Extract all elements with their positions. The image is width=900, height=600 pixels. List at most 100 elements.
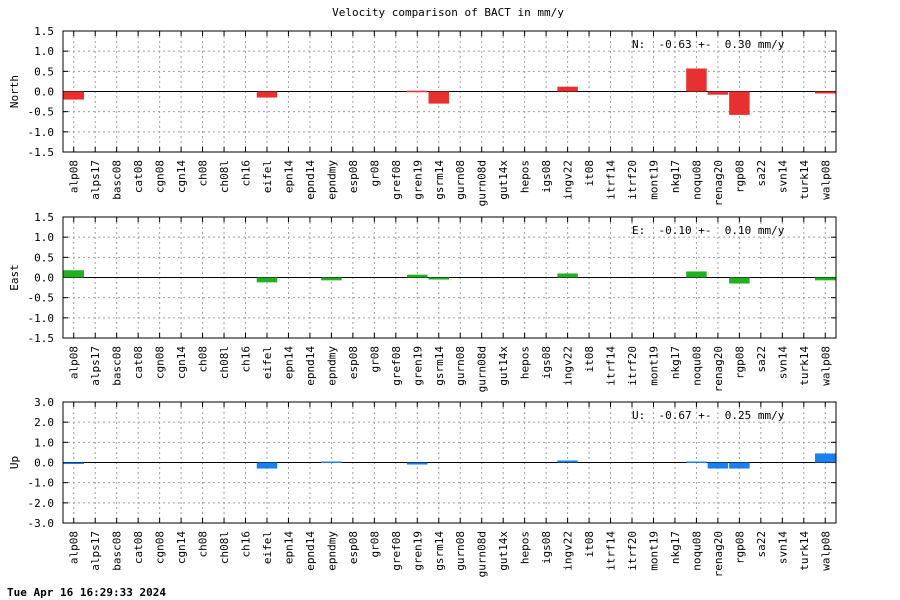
- up-category-label: mont19: [647, 531, 660, 571]
- north-category-label: ch16: [240, 160, 253, 187]
- up-category-label: sa22: [755, 531, 768, 558]
- north-ylabel: North: [8, 75, 21, 108]
- east-bar-gsrm14: [428, 277, 449, 280]
- east-category-label: epnd14: [304, 346, 317, 386]
- east-ytick-label: -1.0: [28, 312, 55, 325]
- east-category-label: basc08: [111, 346, 124, 386]
- up-ytick-label: 1.0: [34, 436, 54, 449]
- east-category-label: turk14: [798, 346, 811, 386]
- north-bar-walp08: [815, 91, 836, 94]
- east-ytick-label: 0.5: [34, 251, 54, 264]
- east-category-label: gut14x: [497, 346, 510, 386]
- north-plot-frame: [62, 30, 837, 153]
- up-category-label: ch08l: [218, 531, 231, 564]
- east-bar-gren19: [407, 274, 428, 278]
- up-ytick-label: -1.0: [28, 477, 55, 490]
- up-category-label: gut14x: [497, 531, 510, 571]
- up-category-label: gurn08: [454, 531, 467, 571]
- east-ytick-label: 1.0: [34, 231, 54, 244]
- up-category-label: it08: [583, 531, 596, 558]
- east-category-label: cgn08: [154, 346, 167, 379]
- up-category-label: igs08: [540, 531, 553, 564]
- east-category-label: itrf14: [605, 346, 618, 386]
- up-ylabel: Up: [8, 456, 21, 469]
- east-category-label: esp08: [347, 346, 360, 379]
- east-category-label: gurn08d: [476, 346, 489, 392]
- east-category-label: nkg17: [669, 346, 682, 379]
- north-category-label: cgn14: [175, 160, 188, 193]
- north-category-label: gref08: [390, 160, 403, 200]
- east-ytick-label: -0.5: [28, 292, 55, 305]
- east-category-label: cgn14: [175, 346, 188, 379]
- up-category-label: epndmy: [325, 531, 338, 571]
- east-category-label: alp08: [68, 346, 81, 379]
- up-category-label: gurn08d: [476, 531, 489, 577]
- north-category-label: mont19: [647, 160, 660, 200]
- north-category-label: ingv22: [562, 160, 575, 200]
- north-ytick-label: 1.5: [34, 25, 54, 38]
- north-bar-gsrm14: [428, 91, 449, 104]
- north-category-label: ch08: [197, 160, 210, 187]
- east-category-label: eifel: [261, 346, 274, 379]
- up-category-label: alp08: [68, 531, 81, 564]
- east-category-label: gr08: [368, 346, 381, 373]
- north-category-label: gr08: [368, 160, 381, 187]
- north-ytick-label: 0.5: [34, 65, 54, 78]
- up-category-label: renag20: [712, 531, 725, 577]
- north-category-label: itrf20: [626, 160, 639, 200]
- east-category-label: ch08: [197, 346, 210, 373]
- north-category-label: igs08: [540, 160, 553, 193]
- up-category-label: ch16: [240, 531, 253, 558]
- up-category-label: gref08: [390, 531, 403, 571]
- east-category-label: renag20: [712, 346, 725, 392]
- north-ytick-label: 0.0: [34, 86, 54, 99]
- north-category-label: gsrm14: [433, 160, 446, 200]
- east-bar-epndmy: [321, 277, 342, 281]
- east-category-label: gren19: [411, 346, 424, 386]
- north-category-label: eifel: [261, 160, 274, 193]
- up-category-label: gren19: [411, 531, 424, 571]
- north-ytick-label: -1.5: [28, 146, 55, 159]
- up-ytick-label: 0.0: [34, 457, 54, 470]
- east-category-label: epndmy: [325, 346, 338, 386]
- north-category-label: cat08: [132, 160, 145, 193]
- up-bar-rgp08: [729, 462, 750, 469]
- up-ytick-label: 2.0: [34, 416, 54, 429]
- north-ytick-label: -1.0: [28, 126, 55, 139]
- north-category-label: cgn08: [154, 160, 167, 193]
- up-annotation: U: -0.67 +- 0.25 mm/y: [632, 409, 785, 422]
- north-category-label: alps17: [89, 160, 102, 200]
- chart-title: Velocity comparison of BACT in mm/y: [332, 6, 564, 19]
- east-ytick-label: 1.5: [34, 211, 54, 224]
- east-category-label: ingv22: [562, 346, 575, 386]
- up-category-label: epnd14: [304, 531, 317, 571]
- up-category-label: itrf20: [626, 531, 639, 571]
- up-bar-gren19: [407, 462, 428, 465]
- east-ytick-label: -1.5: [28, 332, 55, 345]
- north-category-label: gurn08d: [476, 160, 489, 206]
- up-category-label: alps17: [89, 531, 102, 571]
- up-ytick-label: -2.0: [28, 497, 55, 510]
- east-category-label: gurn08: [454, 346, 467, 386]
- up-category-label: cgn08: [154, 531, 167, 564]
- north-bar-rgp08: [729, 91, 750, 115]
- up-category-label: walp08: [819, 531, 832, 571]
- up-category-label: rgp08: [733, 531, 746, 564]
- north-category-label: rgp08: [733, 160, 746, 193]
- up-ytick-label: 3.0: [34, 396, 54, 409]
- north-category-label: ch08l: [218, 160, 231, 193]
- up-category-label: ch08: [197, 531, 210, 558]
- north-ytick-label: -0.5: [28, 106, 55, 119]
- north-category-label: alp08: [68, 160, 81, 193]
- north-bar-alp08: [63, 91, 84, 100]
- north-category-label: itrf14: [605, 160, 618, 200]
- up-category-label: nkg17: [669, 531, 682, 564]
- north-ytick-label: 1.0: [34, 45, 54, 58]
- east-category-label: ch16: [240, 346, 253, 373]
- north-category-label: gren19: [411, 160, 424, 200]
- east-bar-rgp08: [729, 277, 750, 284]
- north-category-label: epn14: [282, 160, 295, 193]
- north-bar-renag20: [707, 91, 729, 95]
- east-category-label: hepos: [519, 346, 532, 379]
- up-bar-epndmy: [321, 461, 342, 463]
